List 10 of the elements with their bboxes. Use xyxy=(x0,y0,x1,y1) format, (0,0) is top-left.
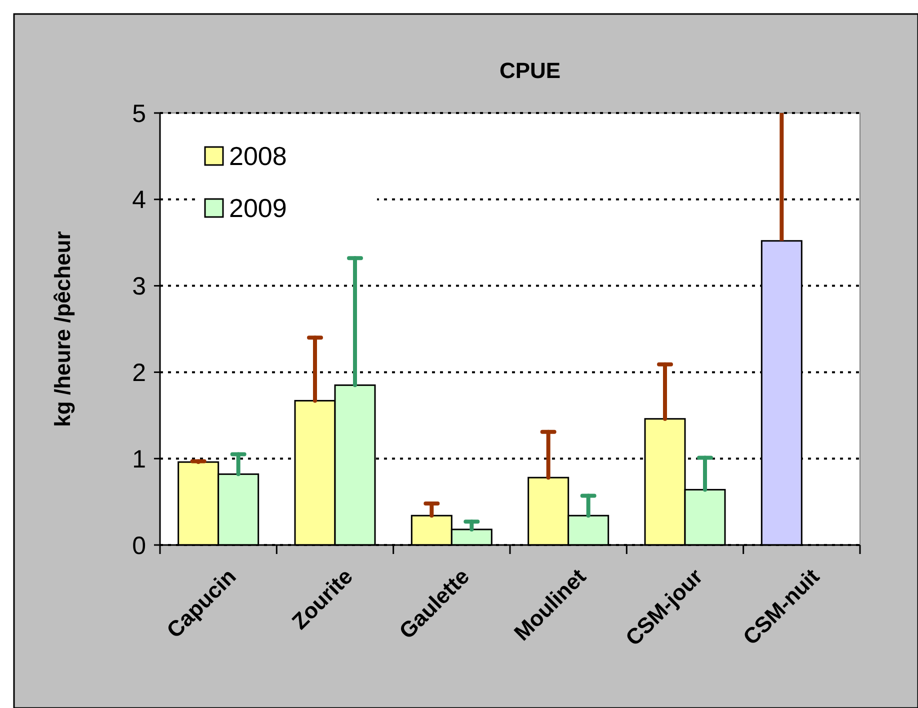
chart-title: CPUE xyxy=(499,58,561,83)
y-tick-label: 4 xyxy=(132,186,146,214)
y-tick-label: 3 xyxy=(132,272,146,301)
legend-label: 2008 xyxy=(229,141,287,171)
y-axis-title: kg /heure /pêcheur xyxy=(50,230,75,427)
y-tick-label: 1 xyxy=(132,445,146,474)
y-tick-label: 0 xyxy=(132,532,146,560)
y-tick-label: 5 xyxy=(132,100,146,128)
legend-label: 2009 xyxy=(229,193,287,223)
y-tick-label: 2 xyxy=(132,358,146,387)
